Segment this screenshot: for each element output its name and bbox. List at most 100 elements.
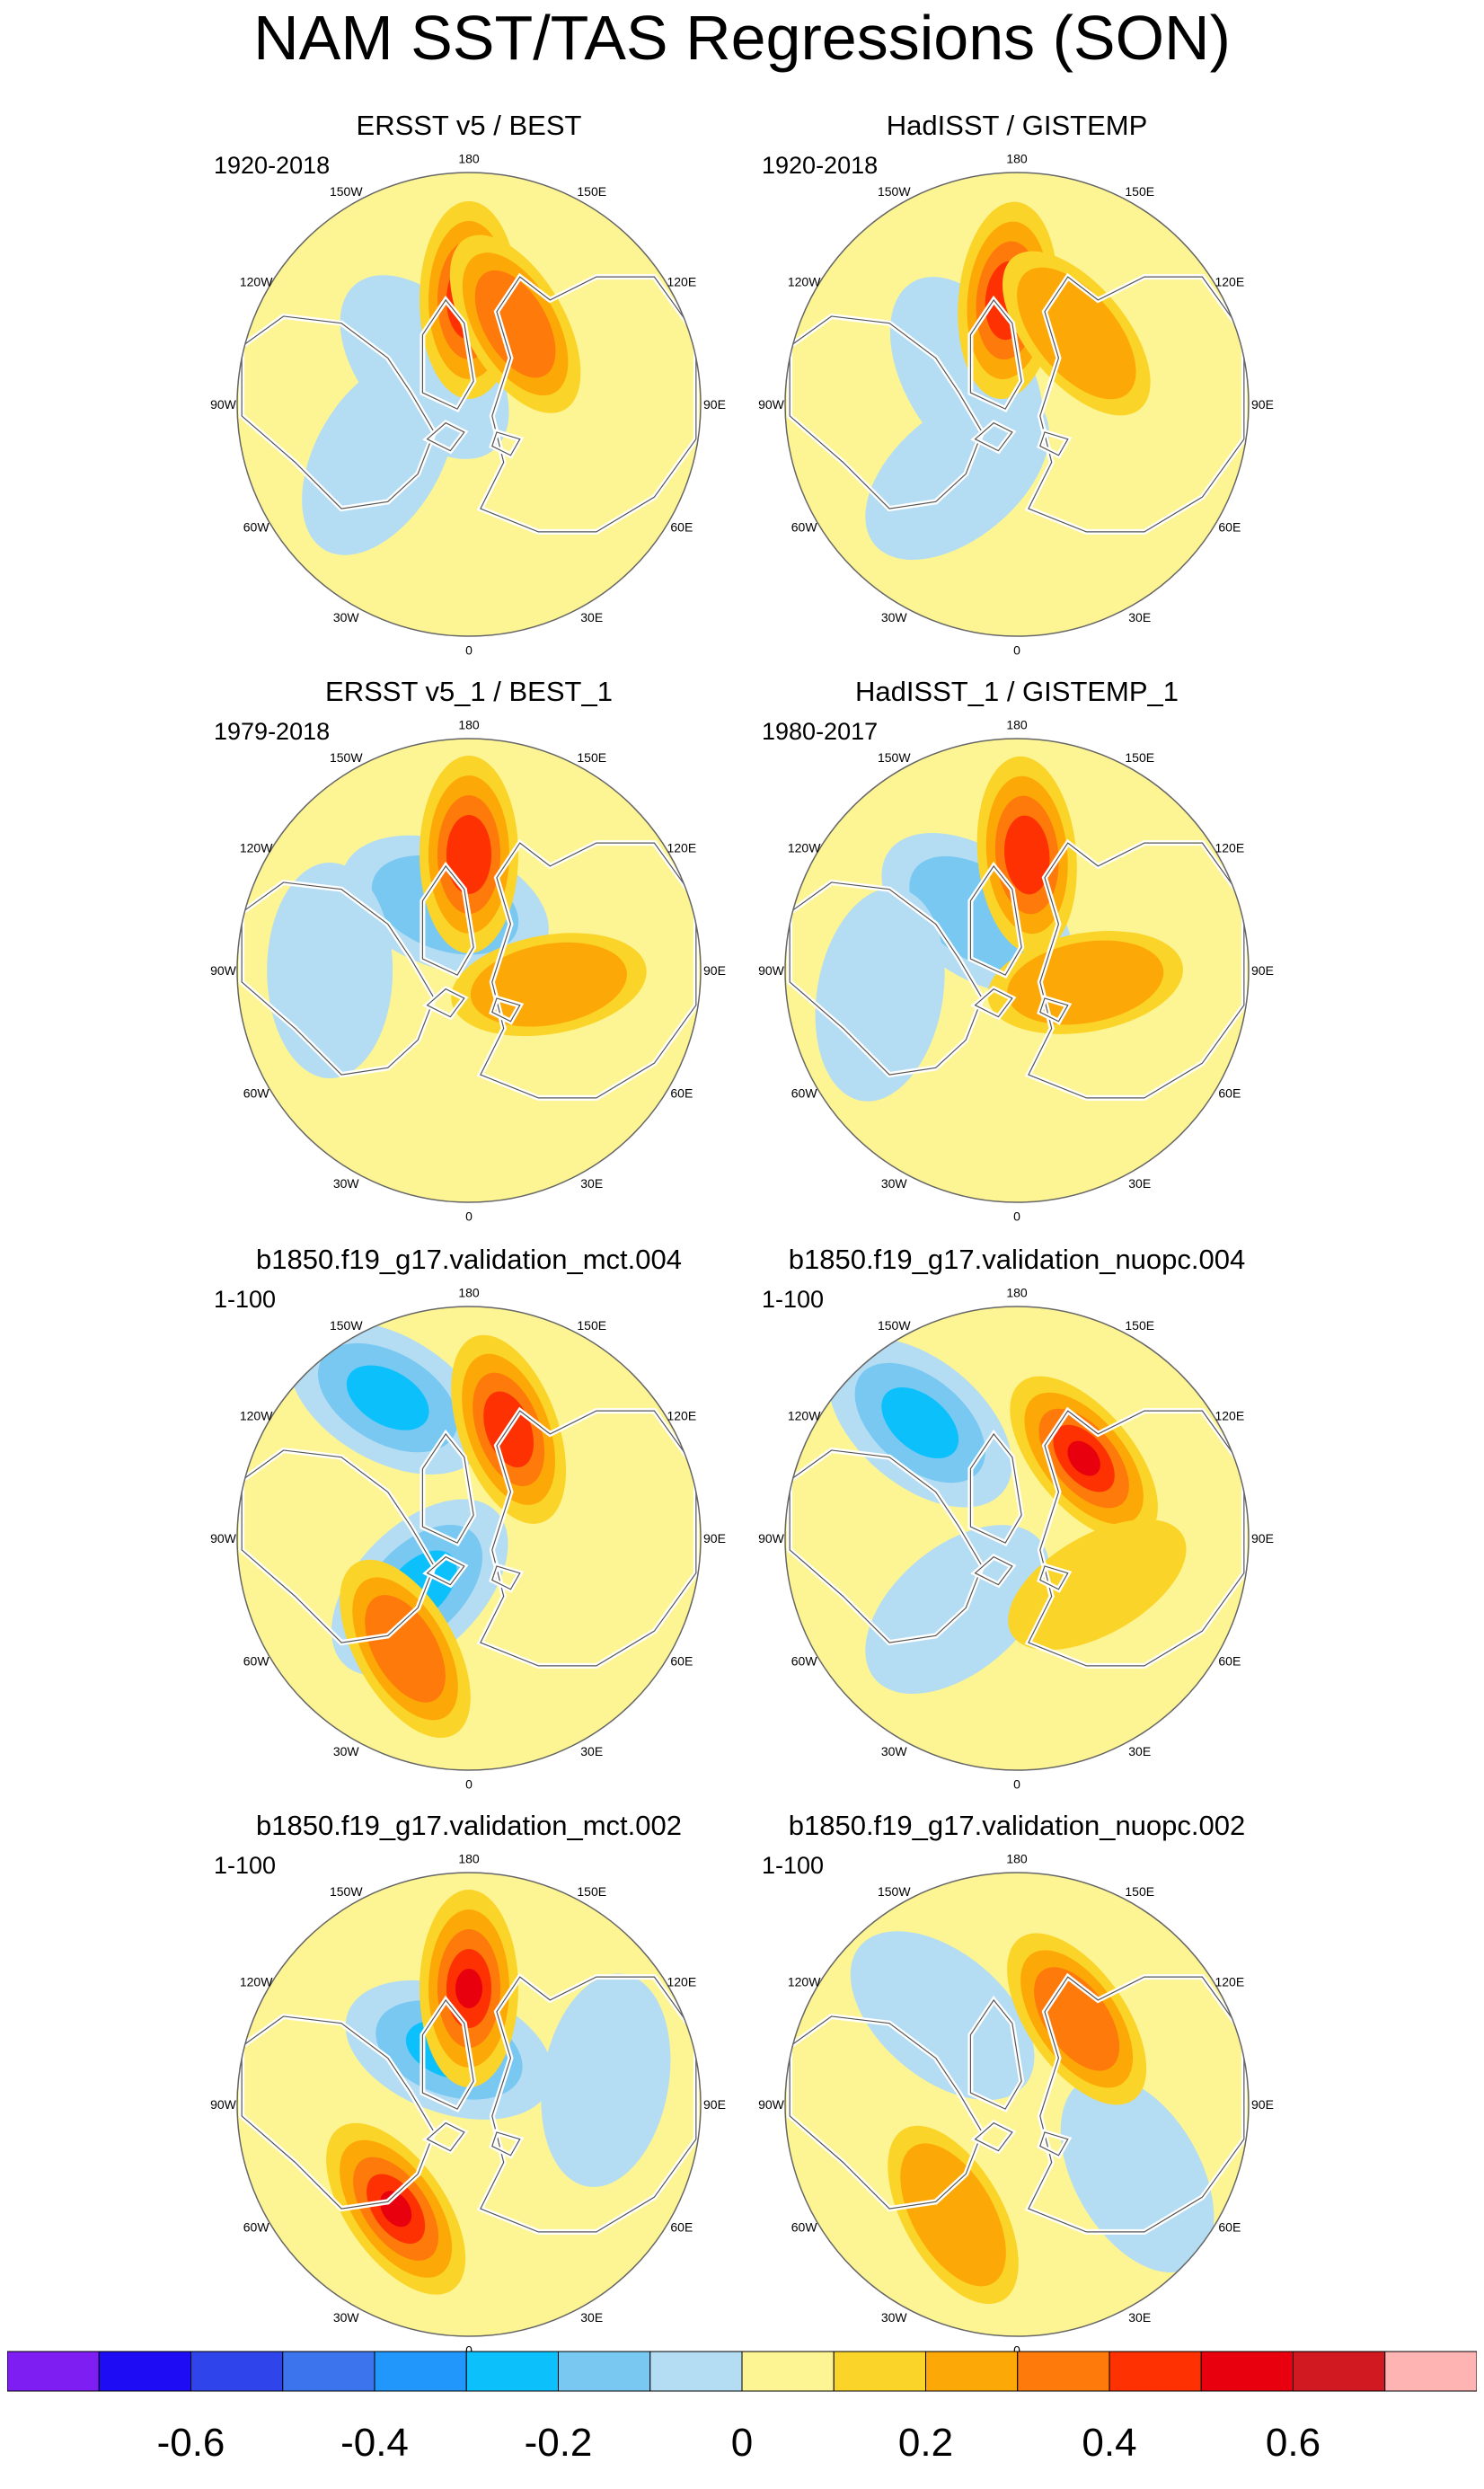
coastline-outline <box>974 988 1013 1018</box>
longitude-label: 90E <box>703 397 726 412</box>
positive-anomaly-contour <box>446 815 491 894</box>
longitude-label: 150E <box>577 750 606 765</box>
negative-anomaly-contour <box>881 1387 959 1459</box>
positive-anomaly-contour <box>900 2143 1006 2287</box>
polar-map: 180 150E 120E 90E 60E 30E 0 30W 60W 90W 120W 150W <box>758 152 1274 658</box>
coastline-outline <box>1028 842 1245 1099</box>
period-label: 1-100 <box>762 1286 825 1313</box>
coastline-outline <box>241 1449 435 1643</box>
polar-map: 180 150E 120E 90E 60E 30E 0 30W 60W 90W 120W 150W <box>210 718 726 1224</box>
coastline-outline <box>974 1555 1013 1586</box>
colorbar-tick-label: -0.4 <box>340 2421 409 2465</box>
longitude-label: 90E <box>703 2097 726 2112</box>
longitude-label: 120W <box>240 274 273 288</box>
colorbar-box <box>925 2351 1019 2392</box>
coastline-outline <box>974 2121 1013 2152</box>
longitude-label: 120W <box>240 1408 273 1422</box>
map-boundary <box>784 1872 1250 2337</box>
coastline-outline <box>1039 431 1069 456</box>
longitude-label: 30W <box>881 2310 908 2325</box>
coastline-outline <box>421 864 474 976</box>
coastline-outline <box>1028 1976 1245 2233</box>
positive-anomaly-contour <box>1017 267 1136 400</box>
colorbar-boxes <box>7 2351 1477 2392</box>
longitude-label: 60W <box>243 2220 270 2235</box>
longitude-label: 180 <box>458 718 480 732</box>
map-panel-p6: b1850.f19_g17.validation_nuopc.004 180 150… <box>756 1242 1277 1808</box>
polar-map: 180 150E 120E 90E 60E 30E 0 30W 60W 90W 120W 150W <box>210 152 726 658</box>
longitude-label: 0 <box>465 1209 473 1223</box>
colorbar-box <box>1293 2351 1386 2392</box>
longitude-label: 120E <box>1215 1408 1244 1422</box>
longitude-label: 120E <box>667 1974 696 1989</box>
coastline-outline <box>421 1998 474 2110</box>
longitude-label: 90E <box>1251 397 1274 412</box>
longitude-label: 150E <box>577 1884 606 1899</box>
coastline-outline <box>480 276 697 533</box>
colorbar-box <box>833 2351 926 2392</box>
negative-anomaly-contour <box>815 888 945 1102</box>
longitude-label: 30E <box>580 2310 603 2325</box>
panel-title: b1850.f19_g17.validation_nuopc.004 <box>788 1244 1246 1275</box>
panel-title: ERSST v5 / BEST <box>356 110 582 141</box>
coastline-outline <box>491 431 521 456</box>
longitude-label: 30W <box>333 1176 360 1191</box>
period-label: 1920-2018 <box>214 152 331 179</box>
coastline-outline <box>969 1998 1022 2110</box>
longitude-label: 90W <box>210 2097 237 2112</box>
longitude-label: 150E <box>1125 750 1154 765</box>
map-panel-p7: b1850.f19_g17.validation_mct.002 180 150E 1… <box>208 1808 729 2374</box>
longitude-label: 30E <box>1128 610 1151 624</box>
longitude-label: 60W <box>791 520 818 535</box>
period-label: 1980-2017 <box>762 718 879 745</box>
figure-title: NAM SST/TAS Regressions (SON) <box>253 3 1231 73</box>
longitude-label: 150W <box>878 1884 911 1899</box>
colorbar-tick-label: -0.2 <box>525 2421 593 2465</box>
panel-title: HadISST_1 / GISTEMP_1 <box>854 676 1179 707</box>
coastline-outline <box>426 988 465 1018</box>
coastline-outline <box>491 1565 521 1590</box>
coastline-outline <box>480 1410 697 1667</box>
longitude-label: 120E <box>1215 840 1244 855</box>
panel-title: HadISST / GISTEMP <box>886 110 1148 141</box>
longitude-label: 30W <box>333 1744 360 1758</box>
longitude-label: 0 <box>465 642 473 657</box>
negative-anomaly-contour <box>541 1973 671 2187</box>
longitude-label: 60W <box>243 520 270 535</box>
period-label: 1979-2018 <box>214 718 331 745</box>
longitude-label: 90E <box>703 1531 726 1546</box>
colorbar-tick-label: 0 <box>731 2421 753 2465</box>
coastline-outline <box>974 421 1013 452</box>
colorbar-box <box>98 2351 191 2392</box>
longitude-label: 90E <box>1251 1531 1274 1546</box>
map-boundary <box>236 738 702 1203</box>
longitude-label: 150W <box>330 1884 363 1899</box>
longitude-label: 90E <box>1251 2097 1274 2112</box>
longitude-label: 30W <box>333 610 360 624</box>
panel-title: b1850.f19_g17.validation_mct.002 <box>256 1810 682 1841</box>
longitude-label: 60W <box>791 1654 818 1669</box>
positive-anomaly-contour <box>1004 815 1050 895</box>
longitude-label: 150W <box>878 750 911 765</box>
positive-anomaly-contour <box>470 942 627 1027</box>
period-label: 1-100 <box>214 1852 277 1879</box>
coastline-outline <box>421 298 474 410</box>
colorbar-box <box>649 2351 743 2392</box>
longitude-label: 0 <box>1013 1776 1020 1791</box>
longitude-label: 30E <box>1128 1176 1151 1191</box>
longitude-label: 150E <box>1125 184 1154 199</box>
longitude-label: 90W <box>210 1531 237 1546</box>
longitude-label: 180 <box>1006 718 1028 732</box>
longitude-label: 30W <box>881 610 908 624</box>
coastline-outline <box>1039 1565 1069 1590</box>
longitude-label: 120W <box>240 840 273 855</box>
panel-title: ERSST v5_1 / BEST_1 <box>325 676 613 707</box>
coastline-outline <box>480 1976 697 2233</box>
map-panel-p4: HadISST_1 / GISTEMP_1 180 150E 120E 90E 60E 30… <box>756 674 1277 1240</box>
map-panel-p2: HadISST / GISTEMP 180 150E 120E 90E 60E 30E 0 30… <box>756 108 1277 674</box>
longitude-label: 180 <box>458 1286 480 1300</box>
longitude-label: 30E <box>580 1744 603 1758</box>
longitude-label: 90W <box>758 2097 785 2112</box>
colorbar-box <box>741 2351 835 2392</box>
coastline-outline <box>969 298 1022 410</box>
